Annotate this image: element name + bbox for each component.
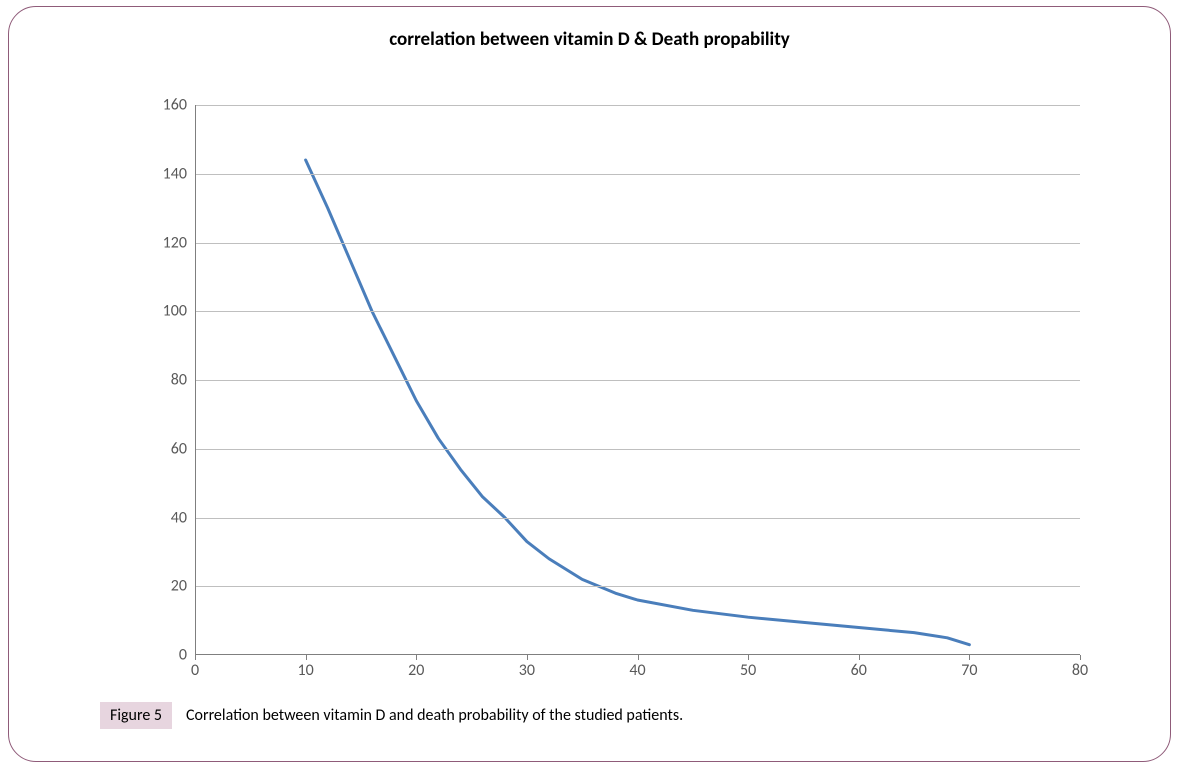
y-tick-label: 100 [163, 302, 195, 321]
x-tick-label: 80 [1072, 655, 1088, 680]
y-tick-label: 140 [163, 164, 195, 183]
x-tick-label: 0 [191, 655, 199, 680]
x-tick-label: 50 [740, 655, 756, 680]
y-tick-label: 40 [171, 508, 195, 527]
gridline [195, 586, 1080, 587]
y-axis [195, 105, 196, 655]
x-tick-label: 30 [519, 655, 535, 680]
y-tick-label: 20 [171, 577, 195, 596]
figure-caption: Figure 5 Correlation between vitamin D a… [100, 702, 683, 729]
x-tick-label: 20 [408, 655, 424, 680]
x-tick-label: 10 [298, 655, 314, 680]
y-tick-label: 80 [171, 371, 195, 390]
y-tick-label: 160 [163, 96, 195, 115]
gridline [195, 311, 1080, 312]
x-tick-label: 40 [629, 655, 645, 680]
y-tick-label: 120 [163, 233, 195, 252]
gridline [195, 518, 1080, 519]
x-axis [195, 654, 1080, 655]
gridline [195, 243, 1080, 244]
figure-caption-text: Correlation between vitamin D and death … [186, 706, 683, 725]
plot-area: 02040608010012014016001020304050607080 [195, 105, 1080, 655]
figure-badge: Figure 5 [100, 702, 172, 729]
gridline [195, 105, 1080, 106]
chart-title: correlation between vitamin D & Death pr… [0, 28, 1179, 51]
gridline [195, 174, 1080, 175]
x-tick-label: 70 [961, 655, 977, 680]
figure-frame: correlation between vitamin D & Death pr… [0, 0, 1179, 768]
gridline [195, 449, 1080, 450]
series-line [306, 160, 970, 645]
gridline [195, 380, 1080, 381]
y-tick-label: 60 [171, 439, 195, 458]
x-tick-label: 60 [851, 655, 867, 680]
